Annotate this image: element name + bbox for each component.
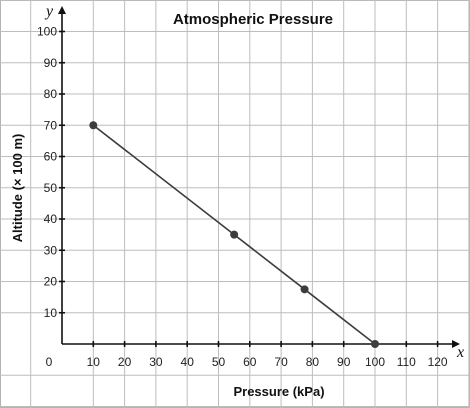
x-tick-label: 60 (243, 355, 257, 369)
y-tick-label: 20 (44, 275, 58, 289)
x-tick-label: 20 (118, 355, 132, 369)
series (89, 121, 379, 348)
x-tick-label: 70 (274, 355, 288, 369)
x-tick-label: 10 (87, 355, 101, 369)
data-point (230, 230, 239, 239)
x-tick-label: 110 (397, 355, 416, 369)
x-axis-variable: x (456, 344, 464, 361)
x-tick-label: 90 (337, 355, 351, 369)
x-tick-label: 50 (212, 355, 226, 369)
y-tick-label: 30 (44, 243, 58, 257)
y-tick-label: 70 (44, 118, 58, 132)
chart-title: Atmospheric Pressure (173, 11, 333, 28)
y-axis-title: Altitude (× 100 m) (10, 134, 25, 243)
y-tick-label: 80 (44, 87, 58, 101)
x-axis-title: Pressure (kPa) (233, 384, 324, 399)
y-tick-label: 40 (44, 212, 58, 226)
x-tick-label: 100 (365, 355, 385, 369)
x-axis-arrowhead (452, 340, 460, 348)
x-tick-label: 80 (306, 355, 320, 369)
x-tick-label: 120 (428, 355, 448, 369)
axes (58, 6, 460, 348)
y-tick-label: 100 (37, 25, 57, 39)
y-tick-label: 10 (44, 306, 58, 320)
data-point (371, 340, 379, 348)
tick-labels: 10 20 30 40 50 60 70 80 90 100 110 120 10 20 30 40 50 60 7… (37, 25, 448, 370)
origin-label: 0 (46, 355, 53, 369)
y-axis-variable: y (44, 3, 54, 20)
y-axis-arrowhead (58, 6, 66, 14)
y-tick-label: 60 (44, 150, 58, 164)
y-tick-label: 50 (44, 181, 58, 195)
data-point (300, 285, 309, 294)
series-line (92, 124, 376, 345)
y-tick-label: 90 (44, 56, 58, 70)
x-tick-label: 30 (149, 355, 163, 369)
x-tick-label: 40 (181, 355, 195, 369)
data-point (89, 121, 98, 130)
